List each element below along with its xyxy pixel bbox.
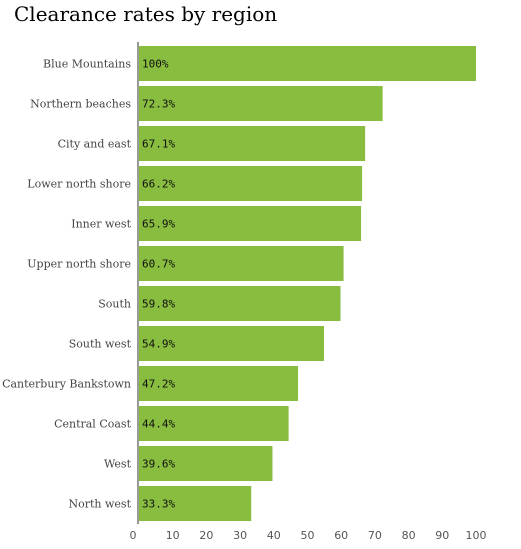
x-tick-label: 100 (466, 529, 487, 542)
bar-south-west (139, 326, 325, 361)
x-tick-label: 20 (199, 529, 213, 542)
bar-blue-mountains (139, 46, 476, 81)
x-tick-label: 70 (368, 529, 382, 542)
x-tick-label: 10 (166, 529, 180, 542)
x-tick-label: 80 (402, 529, 416, 542)
value-label: 66.2% (142, 178, 175, 191)
bar-central-coast (139, 406, 289, 441)
x-tick-label: 50 (301, 529, 315, 542)
category-label: Upper north shore (27, 258, 131, 271)
value-label: 33.3% (142, 498, 175, 511)
value-labels: 100% 72.3% 67.1% 66.2% 65.9% 60.7% 59.8% 54.9% 4… (142, 58, 175, 511)
category-label: Central Coast (54, 418, 132, 431)
x-tick-label: 30 (233, 529, 247, 542)
value-label: 100% (142, 58, 169, 71)
bar-inner-west (139, 206, 362, 241)
category-label: Canterbury Bankstown (2, 378, 131, 391)
bar-canterbury-bankstown (139, 366, 299, 401)
value-label: 65.9% (142, 218, 175, 231)
value-label: 44.4% (142, 418, 175, 431)
category-label: Blue Mountains (43, 58, 131, 71)
value-label: 60.7% (142, 258, 175, 271)
x-tick-label: 60 (334, 529, 348, 542)
value-label: 67.1% (142, 138, 175, 151)
bar-north-west (139, 486, 252, 521)
bar-northern-beaches (139, 86, 383, 121)
chart-title: Clearance rates by region (14, 2, 278, 26)
x-tick-label: 90 (435, 529, 449, 542)
bars-layer (139, 46, 476, 521)
category-label: City and east (58, 138, 132, 151)
value-label: 72.3% (142, 98, 175, 111)
x-tick-label: 0 (130, 529, 137, 542)
category-label: South (98, 298, 131, 311)
category-label: Lower north shore (27, 178, 131, 191)
category-label: West (104, 458, 132, 471)
value-label: 54.9% (142, 338, 175, 351)
category-label: North west (69, 498, 132, 511)
category-label: Northern beaches (30, 98, 131, 111)
bar-upper-north-shore (139, 246, 344, 281)
bar-south (139, 286, 341, 321)
bar-west (139, 446, 273, 481)
axes: 0 10 20 30 40 50 60 70 80 90 100 (130, 42, 487, 542)
bar-city-and-east (139, 126, 366, 161)
value-label: 47.2% (142, 378, 175, 391)
category-labels: Blue Mountains Northern beaches City and e… (2, 58, 132, 511)
category-label: Inner west (71, 218, 131, 231)
value-label: 59.8% (142, 298, 175, 311)
value-label: 39.6% (142, 458, 175, 471)
x-tick-label: 40 (267, 529, 281, 542)
category-label: South west (69, 338, 132, 351)
bar-lower-north-shore (139, 166, 363, 201)
